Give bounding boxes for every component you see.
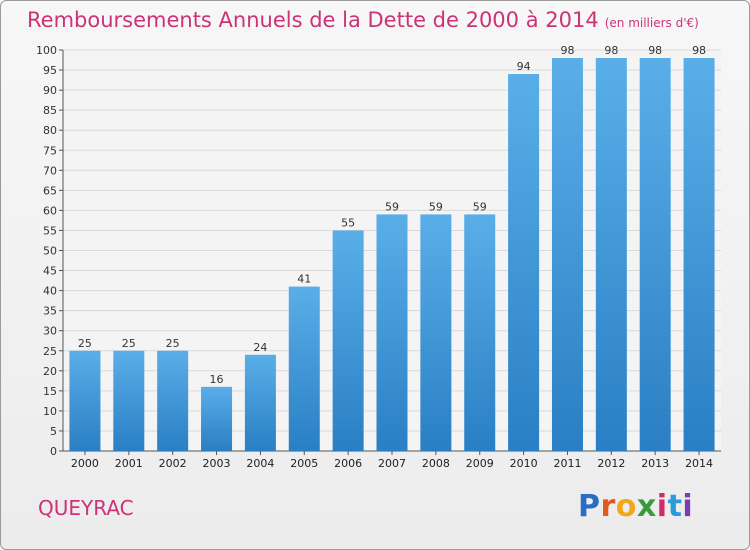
data-label: 98 (560, 44, 574, 57)
data-label: 41 (297, 273, 311, 286)
bar (639, 58, 671, 452)
x-tick-label: 2000 (71, 457, 99, 470)
y-tick-label: 60 (43, 204, 57, 217)
x-tick-label: 2003 (203, 457, 231, 470)
logo-letter: x (636, 489, 657, 524)
x-tick-label: 2011 (553, 457, 581, 470)
y-tick-label: 55 (43, 224, 57, 237)
y-tick-label: 0 (50, 445, 57, 458)
y-tick-label: 20 (43, 365, 57, 378)
y-tick-label: 35 (43, 305, 57, 318)
bar (288, 286, 320, 451)
data-label: 98 (604, 44, 618, 57)
y-tick-label: 85 (43, 104, 57, 117)
data-label: 59 (385, 200, 399, 213)
y-tick-label: 70 (43, 164, 57, 177)
y-tick-label: 90 (43, 84, 57, 97)
bar (244, 354, 276, 451)
data-label: 25 (78, 337, 92, 350)
bar (201, 386, 233, 451)
data-label: 98 (692, 44, 706, 57)
bar (595, 58, 627, 452)
logo-letter: t (667, 489, 683, 524)
data-label: 55 (341, 216, 355, 229)
y-tick-label: 100 (36, 44, 57, 57)
logo-letter: P (578, 489, 601, 524)
data-label: 24 (253, 341, 267, 354)
data-label: 16 (210, 373, 224, 386)
data-label: 25 (122, 337, 136, 350)
x-tick-label: 2010 (510, 457, 538, 470)
bar (332, 230, 364, 451)
bar (69, 350, 101, 451)
x-tick-label: 2001 (115, 457, 143, 470)
y-tick-label: 40 (43, 285, 57, 298)
chart-subtitle: (en milliers d'€) (604, 16, 699, 30)
bar (683, 58, 715, 452)
logo-letter: i (656, 489, 668, 524)
y-tick-label: 75 (43, 144, 57, 157)
x-tick-label: 2013 (641, 457, 669, 470)
x-tick-label: 2009 (466, 457, 494, 470)
bar (376, 214, 408, 451)
x-tick-label: 2006 (334, 457, 362, 470)
y-tick-label: 25 (43, 345, 57, 358)
data-label: 25 (166, 337, 180, 350)
x-tick-label: 2004 (246, 457, 274, 470)
proxiti-logo: Proxiti (578, 489, 693, 524)
y-tick-label: 5 (50, 425, 57, 438)
y-tick-label: 95 (43, 64, 57, 77)
chart-title-text: Remboursements Annuels de la Dette de 20… (27, 8, 599, 32)
x-tick-label: 2002 (159, 457, 187, 470)
bar (551, 58, 583, 452)
y-tick-label: 10 (43, 405, 57, 418)
x-tick-label: 2008 (422, 457, 450, 470)
bar (464, 214, 496, 451)
x-tick-label: 2014 (685, 457, 713, 470)
data-label: 59 (429, 200, 443, 213)
x-tick-label: 2005 (290, 457, 318, 470)
y-tick-label: 65 (43, 184, 57, 197)
data-label: 98 (648, 44, 662, 57)
data-label: 94 (517, 60, 531, 73)
bar (508, 74, 540, 451)
x-tick-label: 2007 (378, 457, 406, 470)
x-tick-label: 2012 (597, 457, 625, 470)
logo-letter: r (600, 489, 616, 524)
y-tick-label: 30 (43, 325, 57, 338)
y-tick-label: 50 (43, 245, 57, 258)
y-tick-label: 15 (43, 385, 57, 398)
y-tick-label: 45 (43, 265, 57, 278)
commune-name: QUEYRAC (38, 496, 134, 520)
logo-letter: i (682, 489, 694, 524)
logo-letter: o (615, 489, 637, 524)
bar (113, 350, 145, 451)
bar (157, 350, 189, 451)
data-label: 59 (473, 200, 487, 213)
y-tick-label: 80 (43, 124, 57, 137)
bar (420, 214, 452, 451)
chart-title: Remboursements Annuels de la Dette de 20… (27, 8, 699, 32)
